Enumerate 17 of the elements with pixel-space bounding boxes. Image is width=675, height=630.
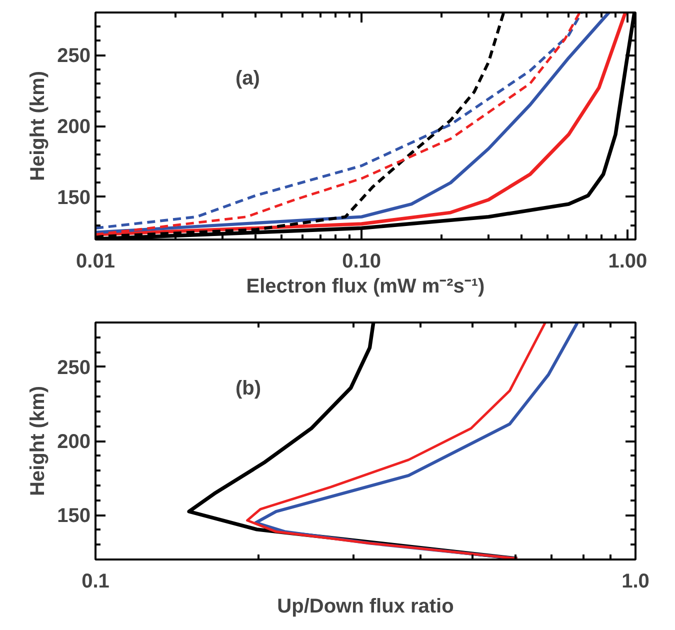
y-axis-title: Height (km) bbox=[27, 71, 50, 181]
x-tick-label: 0.1 bbox=[82, 570, 110, 592]
annotation: (a) bbox=[236, 68, 260, 90]
x-axis-title: Up/Down flux ratio bbox=[277, 596, 454, 618]
y-tick-label: 150 bbox=[57, 186, 91, 209]
x-tick-label: 1.00 bbox=[608, 250, 648, 272]
y-tick-label: 200 bbox=[57, 116, 91, 138]
y-axis-title: Height (km) bbox=[27, 386, 50, 496]
x-tick-label: 0.01 bbox=[76, 250, 115, 272]
y-tick-label: 150 bbox=[57, 505, 91, 528]
y-tick-label: 250 bbox=[57, 356, 91, 379]
y-tick-label: 200 bbox=[57, 431, 91, 453]
y-tick-label: 250 bbox=[57, 45, 91, 68]
x-tick-label: 0.10 bbox=[342, 250, 382, 272]
x-tick-label: 1.0 bbox=[622, 570, 650, 592]
annotation: (b) bbox=[236, 378, 262, 400]
x-axis-title: Electron flux (mW m⁻²s⁻¹) bbox=[246, 276, 485, 298]
